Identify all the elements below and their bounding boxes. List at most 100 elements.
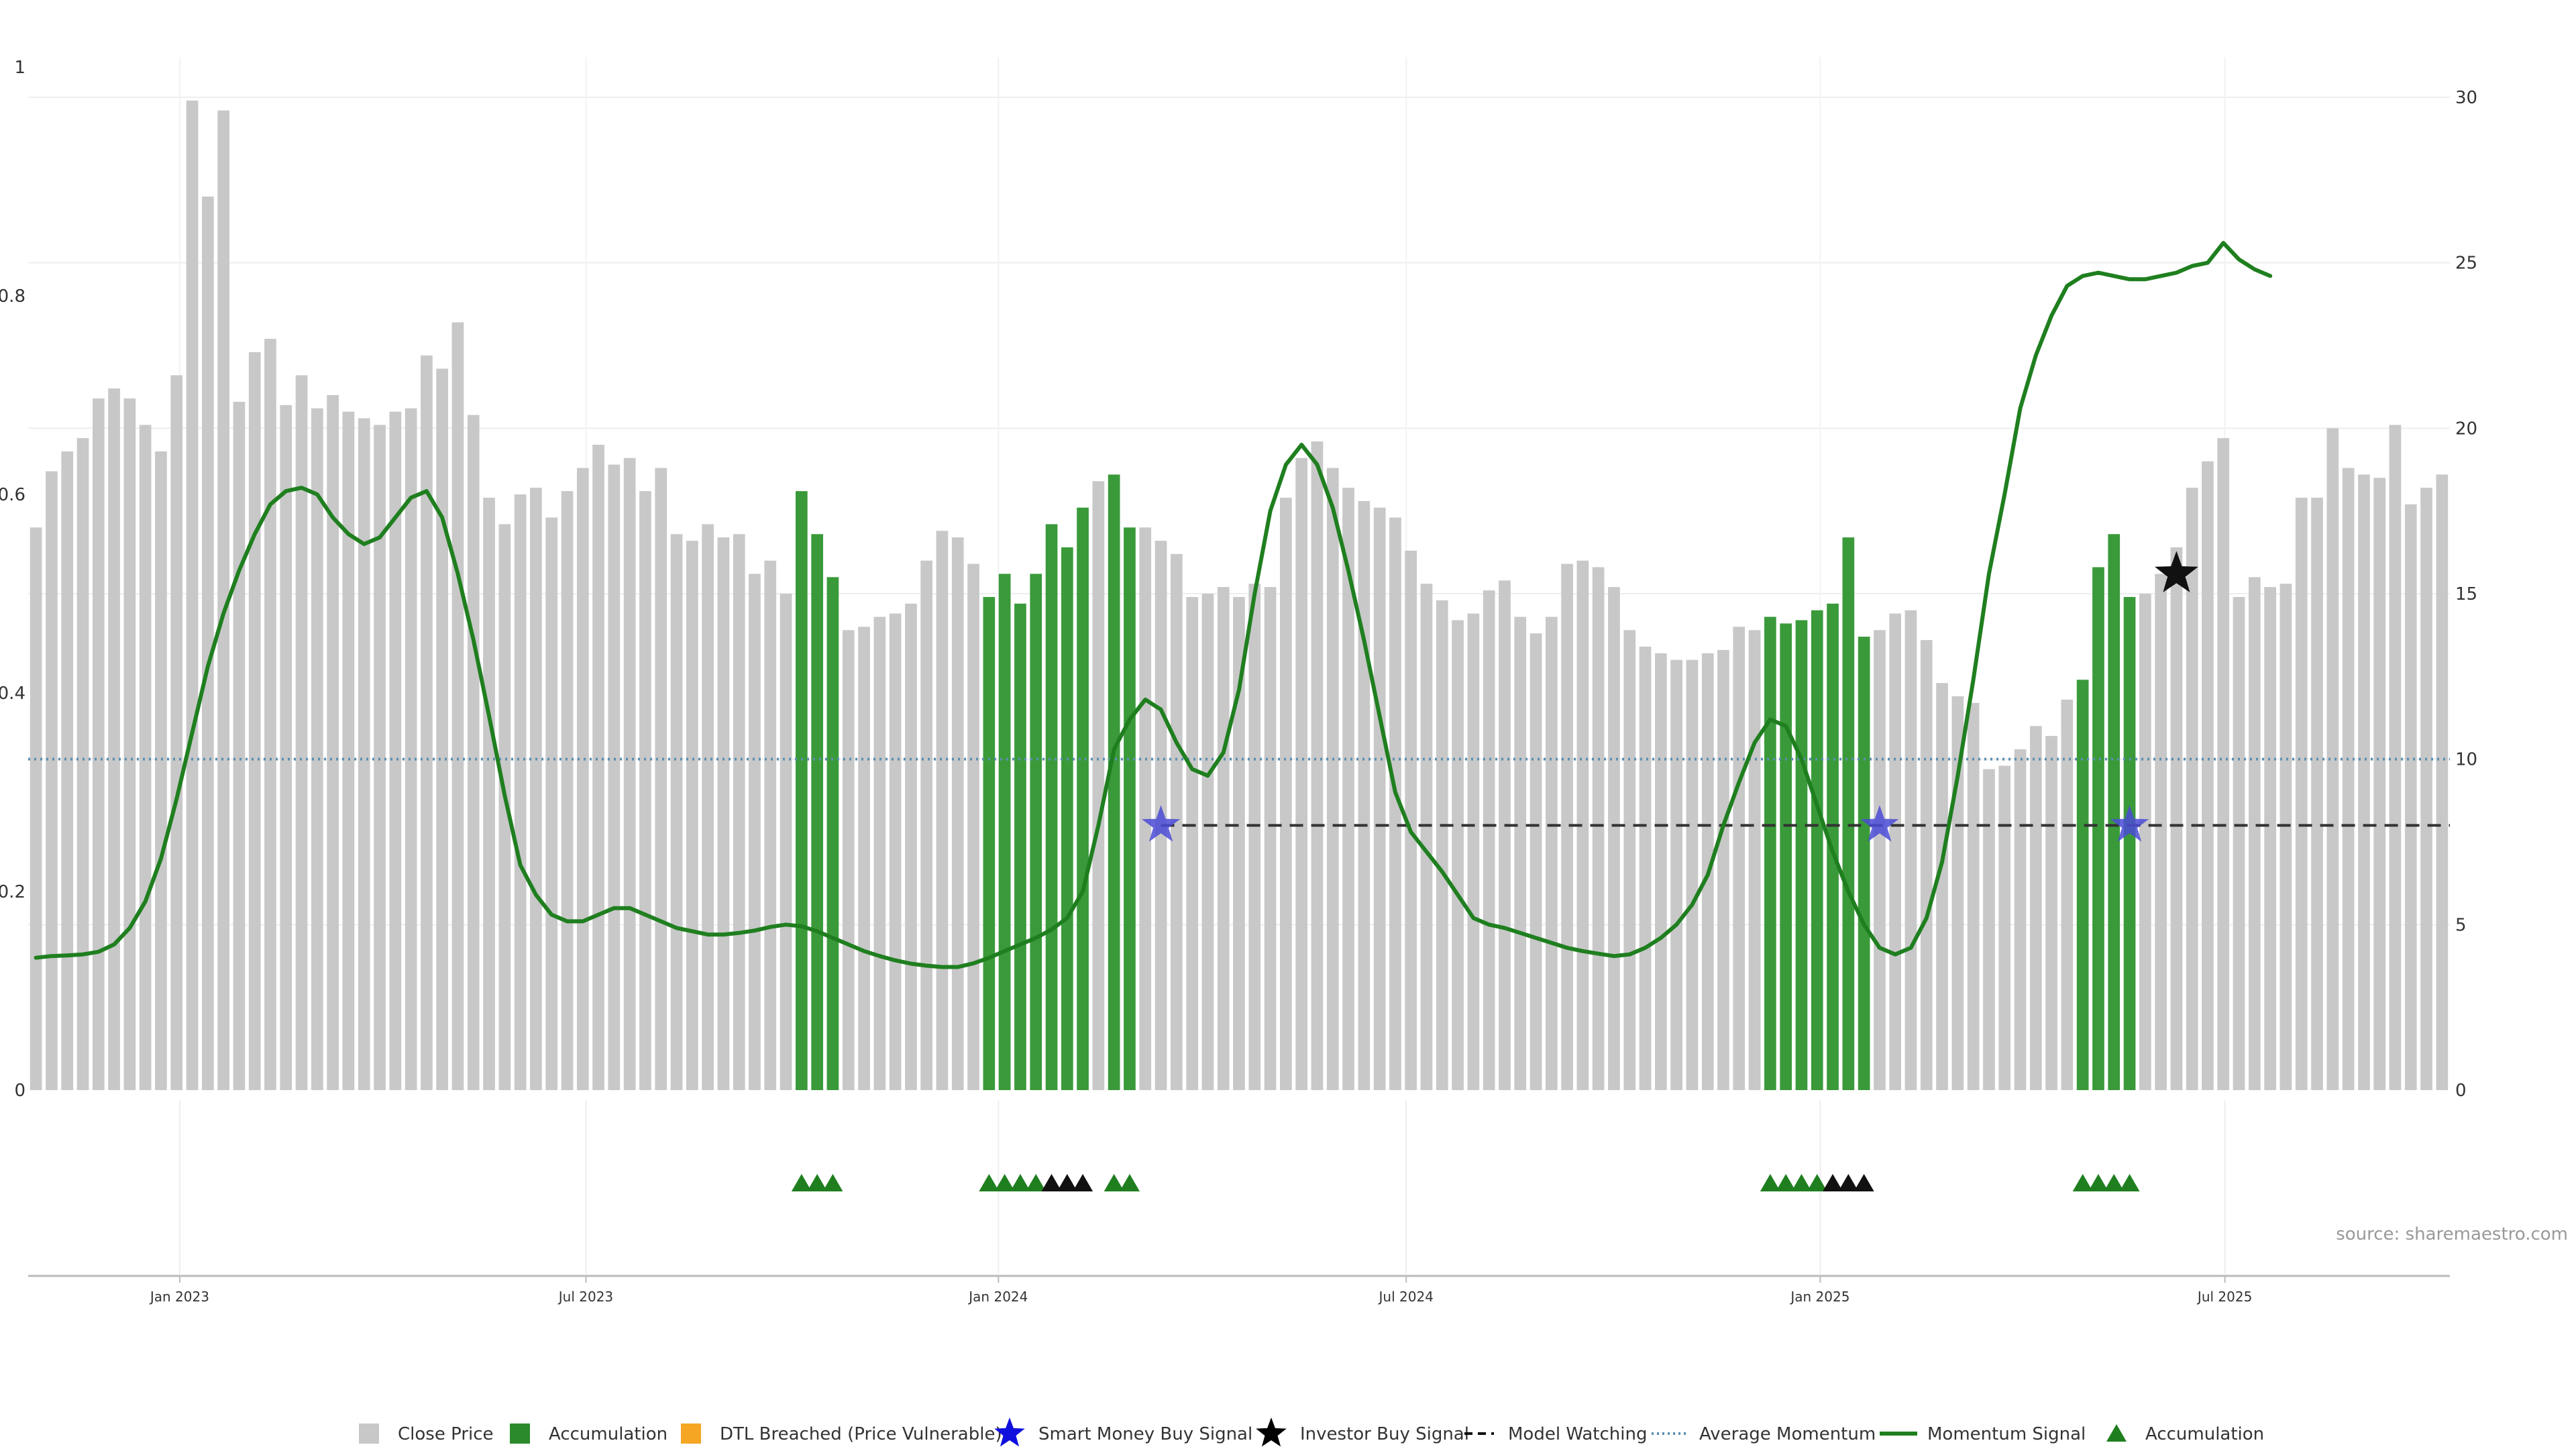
- legend-item-accumulation_marker: Accumulation: [2106, 1424, 2264, 1444]
- y-left-tick-4: 0.8: [0, 286, 25, 307]
- legend-label-dtl: DTL Breached (Price Vulnerable): [720, 1424, 1002, 1444]
- legend-item-smart_money: Smart Money Buy Signal: [994, 1417, 1252, 1447]
- price-bar: [1295, 458, 1307, 1090]
- price-bar: [1139, 527, 1152, 1090]
- price-bar: [2311, 497, 2323, 1090]
- signal-stars: [1142, 551, 2198, 842]
- price-bar: [873, 616, 886, 1090]
- price-bar: [1686, 659, 1699, 1090]
- price-bar: [1280, 497, 1292, 1090]
- legend-label-model_watching: Model Watching: [1508, 1424, 1647, 1444]
- price-bar: [76, 438, 89, 1090]
- price-bar: [2342, 468, 2355, 1090]
- price-bar: [514, 494, 527, 1090]
- legend-item-average_momentum: Average Momentum: [1652, 1424, 1876, 1444]
- price-bar: [1998, 765, 2011, 1090]
- accumulation-marker-2: [822, 1174, 843, 1191]
- price-bar: [1499, 580, 1511, 1090]
- accumulation-marker-12: [1760, 1174, 1780, 1191]
- price-bar: [1483, 590, 1495, 1090]
- price-bar: [1529, 633, 1542, 1090]
- price-bar: [1561, 564, 1573, 1090]
- y-left-tick-0: 0: [14, 1081, 25, 1101]
- price-bar: [1874, 630, 1886, 1090]
- price-bar: [2404, 504, 2417, 1090]
- accumulation-marker-18: [1854, 1174, 1874, 1191]
- x-tick-label-0: Jan 2023: [149, 1289, 209, 1305]
- price-bar: [46, 471, 58, 1090]
- legend-item-investor: Investor Buy Signal: [1256, 1417, 1469, 1447]
- accumulation-bar: [1858, 637, 1870, 1090]
- price-bar: [1092, 481, 1105, 1090]
- accumulation-bar: [1014, 603, 1026, 1090]
- price-bar: [233, 401, 246, 1090]
- price-bar: [1983, 769, 1995, 1090]
- price-bar: [530, 488, 542, 1090]
- price-bar: [749, 574, 761, 1090]
- price-bar: [1358, 500, 1371, 1090]
- x-tick-label-4: Jan 2025: [1789, 1289, 1849, 1305]
- price-bar: [858, 627, 870, 1090]
- price-bar: [2264, 587, 2276, 1090]
- price-bar: [2233, 596, 2245, 1090]
- accumulation-marker-10: [1104, 1174, 1124, 1191]
- legend-item-momentum_signal: Momentum Signal: [1880, 1424, 2086, 1444]
- price-bar: [936, 531, 949, 1090]
- x-tick-label-5: Jul 2025: [2196, 1289, 2252, 1305]
- legend-swatch-close-price: [359, 1424, 379, 1444]
- accumulation-bar: [1764, 616, 1776, 1090]
- price-bar: [1967, 702, 1980, 1090]
- legend-swatch-dtl: [681, 1424, 701, 1444]
- price-bar: [451, 322, 464, 1090]
- price-bar: [2061, 699, 2074, 1090]
- legend-label-momentum_signal: Momentum Signal: [1927, 1424, 2086, 1444]
- x-tick-label-1: Jul 2023: [557, 1289, 613, 1305]
- y-right-tick-0: 0: [2455, 1081, 2467, 1101]
- price-bar: [2139, 594, 2151, 1090]
- accumulation-marker-3: [979, 1174, 1000, 1191]
- price-bar: [295, 375, 308, 1090]
- price-bar: [374, 425, 386, 1090]
- price-bar: [1576, 560, 1589, 1090]
- price-bar: [1436, 600, 1448, 1090]
- y-right-tick-5: 25: [2455, 254, 2477, 274]
- price-bar: [280, 405, 292, 1090]
- accumulation-bar: [796, 491, 808, 1090]
- price-bar: [2389, 425, 2402, 1090]
- price-bar: [1623, 630, 1636, 1090]
- price-bar: [248, 352, 261, 1090]
- accumulation-marker-5: [1010, 1174, 1030, 1191]
- price-bar: [623, 458, 636, 1090]
- accumulation-marker-8: [1057, 1174, 1077, 1191]
- price-bar: [842, 630, 855, 1090]
- price-bar: [686, 541, 698, 1090]
- price-bar: [1514, 616, 1527, 1090]
- price-bar: [264, 339, 276, 1091]
- price-bar: [1452, 620, 1464, 1090]
- accumulation-marker-20: [2088, 1174, 2108, 1191]
- price-bar: [2420, 488, 2432, 1090]
- price-bar: [2326, 428, 2339, 1090]
- price-bar: [764, 560, 777, 1090]
- price-bar: [2202, 461, 2214, 1090]
- legend-swatch-accumulation: [510, 1424, 530, 1444]
- legend-label-accumulation_marker: Accumulation: [2145, 1424, 2264, 1444]
- price-bar: [405, 408, 417, 1090]
- y-right-tick-1: 5: [2455, 915, 2467, 935]
- price-bar: [717, 537, 730, 1090]
- price-bar: [123, 398, 136, 1090]
- price-bar: [421, 355, 433, 1090]
- accumulation-marker-17: [1838, 1174, 1859, 1191]
- accumulation-marker-1: [807, 1174, 828, 1191]
- accumulation-marker-21: [2104, 1174, 2125, 1191]
- price-bar: [155, 451, 167, 1090]
- accumulation-marker-6: [1026, 1174, 1046, 1191]
- price-bar: [202, 197, 214, 1090]
- y-right-tick-4: 20: [2455, 419, 2477, 439]
- price-bar: [1311, 441, 1324, 1090]
- legend: Close Price Accumulation DTL Breached (Pri…: [359, 1417, 2264, 1447]
- smart-money-star-1: [1860, 805, 1899, 842]
- price-bar: [1904, 610, 1917, 1090]
- source-label: source: sharemaestro.com: [2336, 1224, 2568, 1244]
- price-bar: [1748, 630, 1761, 1090]
